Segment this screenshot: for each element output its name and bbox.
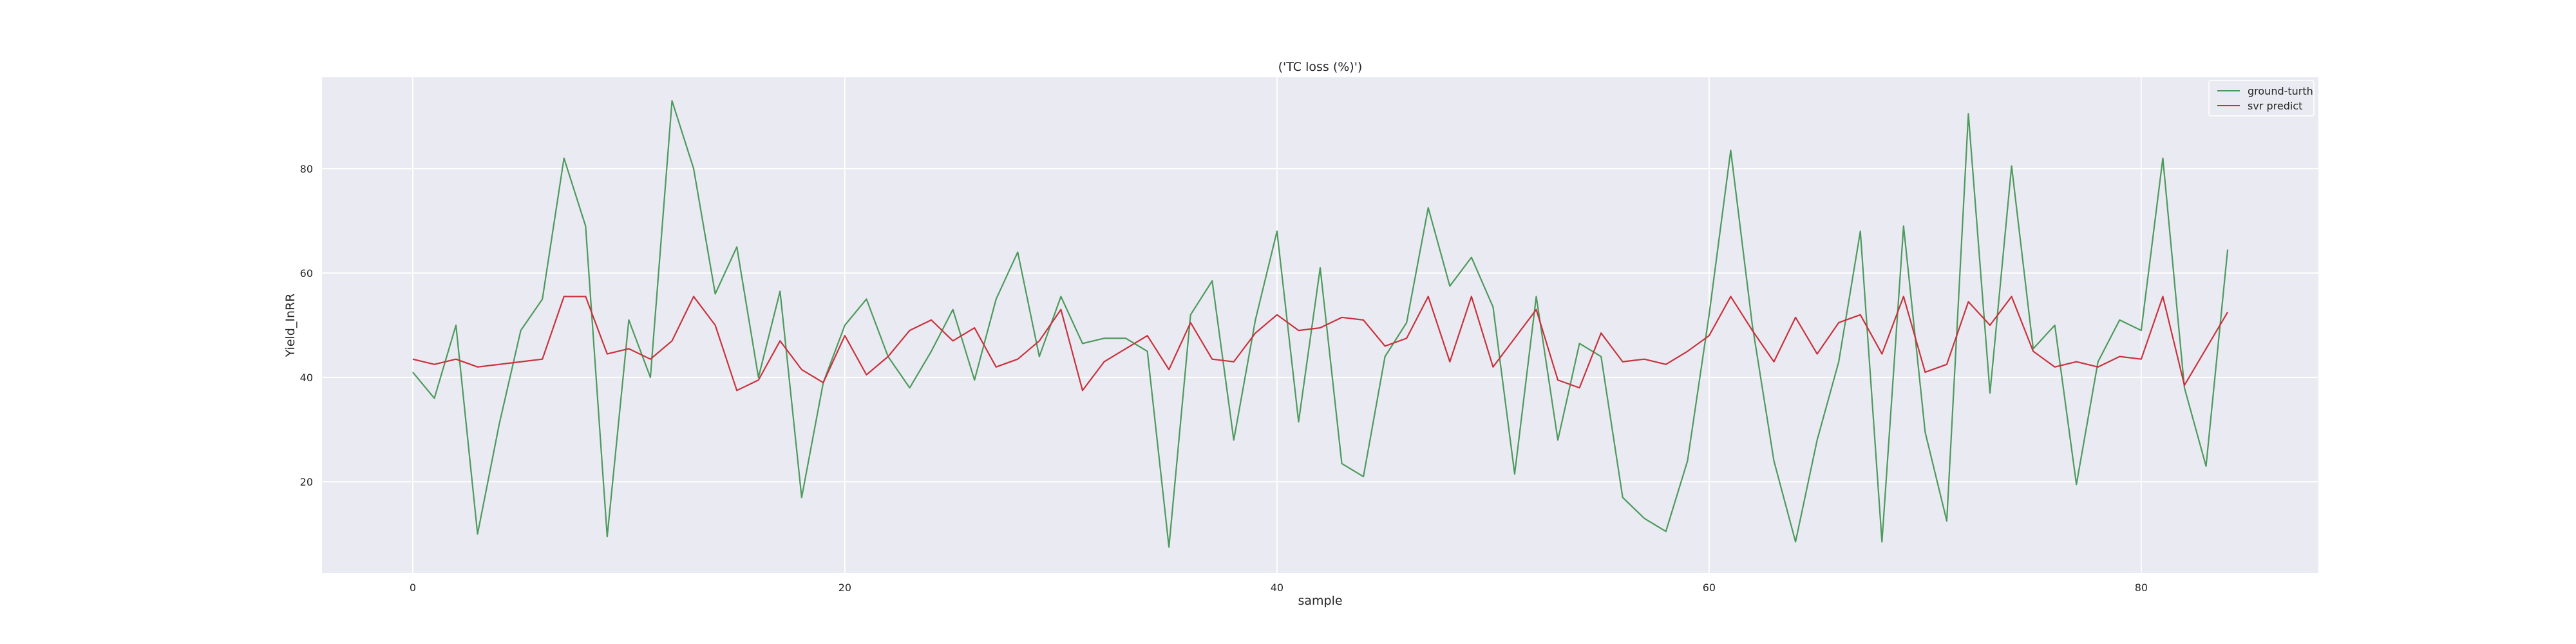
x-tick-label: 80 xyxy=(2135,582,2148,594)
y-tick-label: 60 xyxy=(300,267,313,279)
x-tick-label: 40 xyxy=(1271,582,1283,594)
x-axis-label: sample xyxy=(1298,594,1342,608)
series-line-svr-predict xyxy=(412,296,2229,392)
series-layer xyxy=(412,100,2229,548)
chart-title: ('TC loss (%)') xyxy=(1278,60,1363,74)
y-tick-label: 80 xyxy=(300,163,313,175)
legend: ground-turth svr predict xyxy=(2208,80,2315,117)
y-tick-label: 20 xyxy=(300,476,313,488)
x-tick-label: 60 xyxy=(1703,582,1716,594)
legend-label-ground-turth: ground-turth xyxy=(2248,85,2313,97)
y-axis-label: Yield_InRR xyxy=(283,294,298,358)
legend-box xyxy=(2208,80,2315,117)
series-line-ground-turth xyxy=(412,100,2229,548)
y-tick-label: 40 xyxy=(300,372,313,384)
x-tick-label: 20 xyxy=(838,582,851,594)
x-tick-label: 0 xyxy=(410,582,416,594)
plot-area xyxy=(322,77,2318,573)
tick-labels: 0 20 40 60 80 20 40 60 80 xyxy=(300,163,2148,594)
legend-label-svr-predict: svr predict xyxy=(2248,100,2302,112)
